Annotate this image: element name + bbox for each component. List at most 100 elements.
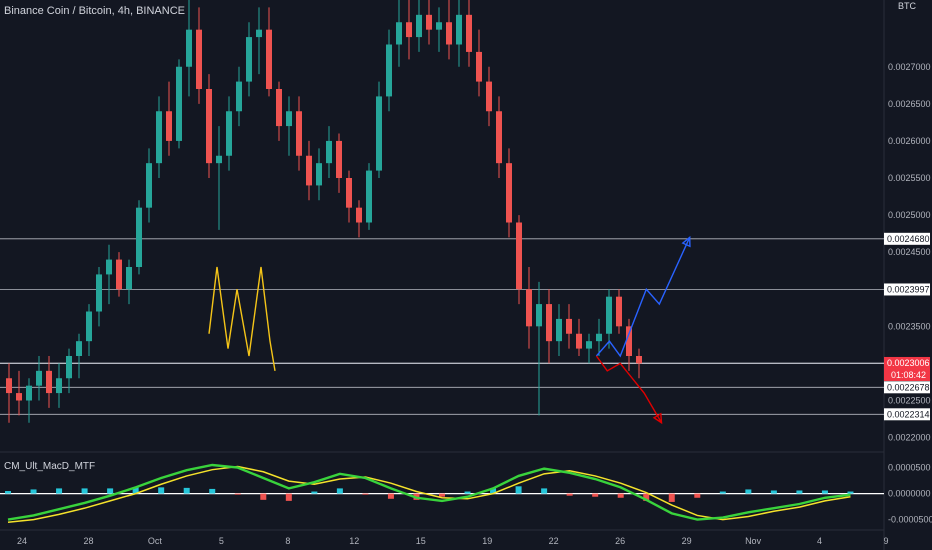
price-tick-label: 0.0027000: [888, 62, 931, 72]
histogram-bar: [336, 488, 343, 494]
time-tick-label: 28: [83, 536, 93, 546]
time-tick-label: 4: [817, 536, 822, 546]
candle-body: [396, 22, 402, 45]
histogram-bar: [362, 493, 369, 495]
candle-body: [476, 51, 482, 82]
time-tick-label: 15: [416, 536, 426, 546]
indicator-tick-label: 0.0000000: [888, 489, 931, 499]
candle-body: [556, 318, 562, 342]
candle-body: [216, 155, 222, 164]
histogram-bar: [847, 491, 854, 494]
candle-body: [296, 111, 302, 156]
time-tick-label: 29: [682, 536, 692, 546]
histogram-bar: [745, 489, 752, 494]
histogram-bar: [311, 491, 318, 494]
candle-body: [196, 29, 202, 90]
candle-body: [346, 178, 352, 208]
histogram-bar: [515, 486, 522, 494]
candle-body: [536, 304, 542, 327]
candle-body: [156, 111, 162, 164]
candle-body: [436, 22, 442, 30]
histogram-bar: [541, 488, 548, 494]
histogram-bar: [439, 493, 445, 497]
price-tick-label: 0.0026500: [888, 99, 931, 109]
candle-body: [336, 140, 342, 178]
level-label-box: [884, 283, 930, 296]
candle-body: [456, 14, 462, 45]
price-tick-label: 0.0025000: [888, 210, 931, 220]
histogram-bar: [668, 493, 675, 502]
histogram-bar: [132, 487, 139, 494]
candle-body: [636, 356, 642, 364]
candle-body: [356, 207, 362, 223]
chart-title: Binance Coin / Bitcoin, 4h, BINANCE: [4, 5, 185, 17]
candle-body: [26, 385, 32, 401]
candle-body: [626, 326, 632, 356]
candle-body: [596, 333, 602, 342]
price-tick-label: 0.0026000: [888, 136, 931, 146]
candle-body: [246, 37, 252, 82]
level-label-box: [884, 408, 930, 421]
histogram-bar: [694, 493, 701, 498]
histogram-bar: [821, 490, 828, 494]
candle-body: [586, 341, 592, 349]
time-tick-label: 22: [549, 536, 559, 546]
histogram-bar: [158, 487, 165, 494]
histogram-bar: [617, 493, 624, 498]
histogram-bar: [209, 488, 216, 494]
time-tick-label: 12: [349, 536, 359, 546]
histogram-bar: [81, 488, 88, 494]
bullish-projection-arrowhead: [681, 235, 691, 248]
indicator-name: CM_Ult_MacD_MTF: [4, 461, 96, 472]
histogram-bar: [592, 493, 599, 497]
candle-body: [96, 274, 102, 312]
candle-body: [206, 89, 212, 164]
histogram-bar: [260, 493, 267, 500]
currency-label: BTC: [898, 1, 916, 11]
candle-body: [256, 29, 262, 38]
price-tick-label: 0.0022000: [888, 433, 931, 443]
candle-body: [406, 22, 412, 38]
level-label: 0.0022314: [887, 409, 930, 419]
candle-body: [166, 111, 172, 141]
histogram-bar: [107, 488, 114, 494]
candle-body: [576, 333, 582, 349]
histogram-bar: [285, 493, 292, 501]
time-tick-label: 26: [615, 536, 625, 546]
time-tick-label: 5: [219, 536, 224, 546]
candle-body: [466, 14, 472, 52]
candle-body: [116, 259, 122, 290]
w-pattern-line: [208, 266, 276, 371]
histogram-bar: [183, 487, 190, 494]
candle-body: [306, 155, 312, 186]
level-label: 0.0023997: [887, 284, 930, 294]
candle-body: [46, 370, 52, 394]
level-label-box: [884, 381, 930, 394]
histogram-bar: [234, 493, 241, 495]
bearish-projection-arrowhead: [652, 412, 663, 425]
candle-body: [496, 111, 502, 164]
level-label-box: [884, 232, 930, 245]
candle-body: [566, 318, 572, 334]
time-tick-label: Oct: [148, 536, 163, 546]
candle-body: [486, 81, 492, 112]
candle-body: [146, 163, 152, 208]
candle-body: [176, 66, 182, 141]
price-tick-label: 0.0025500: [888, 173, 931, 183]
candle-body: [606, 296, 612, 334]
candle-body: [316, 163, 322, 186]
candle-body: [266, 29, 272, 90]
candle-body: [616, 296, 622, 327]
candle-body: [226, 111, 232, 156]
histogram-bar: [490, 488, 497, 494]
candle-body: [416, 14, 422, 38]
candle-body: [66, 356, 72, 379]
level-label: 0.0022678: [887, 382, 930, 392]
histogram-bar: [5, 491, 11, 494]
candle-body: [236, 81, 242, 112]
time-tick-label: 19: [482, 536, 492, 546]
bullish-projection: [595, 237, 691, 358]
candle-body: [36, 370, 42, 386]
